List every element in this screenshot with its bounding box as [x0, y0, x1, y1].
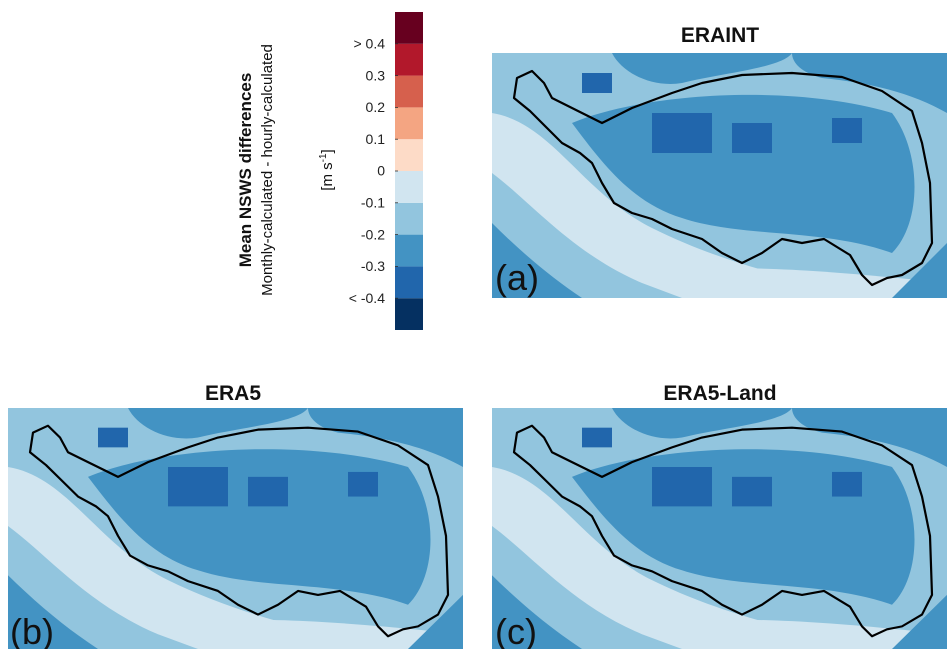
panel-label: (a) [495, 257, 539, 298]
colorbar-tick-label: 0.1 [366, 131, 386, 147]
colorbar: > 0.4 0.3 0.2 0.1 0 -0.1 -0.2 -0.3 < -0.4 [349, 12, 423, 330]
colorbar-bin [395, 266, 423, 299]
colorbar-bin [395, 171, 423, 203]
colorbar-bin [395, 43, 423, 76]
panel-label: (c) [495, 611, 537, 649]
colorbar-tick-label: 0.2 [366, 99, 386, 115]
colorbar-tick-label: 0.3 [366, 67, 386, 83]
map [492, 408, 947, 649]
colorbar-tick-label: -0.3 [361, 258, 385, 274]
colorbar-bin [395, 139, 423, 171]
colorbar-bin [395, 234, 423, 267]
colorbar-tick-label: -0.2 [361, 226, 385, 242]
colorbar-bin [395, 12, 423, 44]
colorbar-tick-label: -0.1 [361, 195, 385, 211]
colorbar-labels: Mean NSWS differences Monthly-calculated… [236, 44, 336, 296]
colorbar-bin [395, 298, 423, 330]
panel-title: ERA5-Land [663, 382, 776, 405]
colorbar-title: Mean NSWS differences [236, 73, 255, 268]
colorbar-unit: [m s-1] [318, 149, 336, 190]
map [8, 408, 463, 649]
colorbar-subtitle: Monthly-calculated - hourly-calculated [259, 44, 276, 296]
unit-exponent: -1 [318, 153, 329, 162]
panel-title: ERAINT [681, 24, 759, 47]
colorbar-bin [395, 107, 423, 140]
colorbar-bin [395, 202, 423, 235]
panel-label: (b) [10, 611, 54, 649]
panel-b: ERA5 (b) [8, 382, 463, 649]
colorbar-tick-label: < -0.4 [349, 290, 385, 306]
colorbar-tick-label: 0 [377, 163, 385, 179]
map [492, 53, 947, 298]
colorbar-tick-label: > 0.4 [353, 36, 385, 52]
unit-close: ] [319, 149, 336, 153]
panel-c: ERA5-Land (c) [492, 382, 947, 649]
unit-base: [m s [319, 162, 336, 190]
colorbar-bin [395, 75, 423, 108]
panel-title: ERA5 [205, 382, 261, 405]
panel-a: ERAINT (a) [492, 24, 947, 298]
